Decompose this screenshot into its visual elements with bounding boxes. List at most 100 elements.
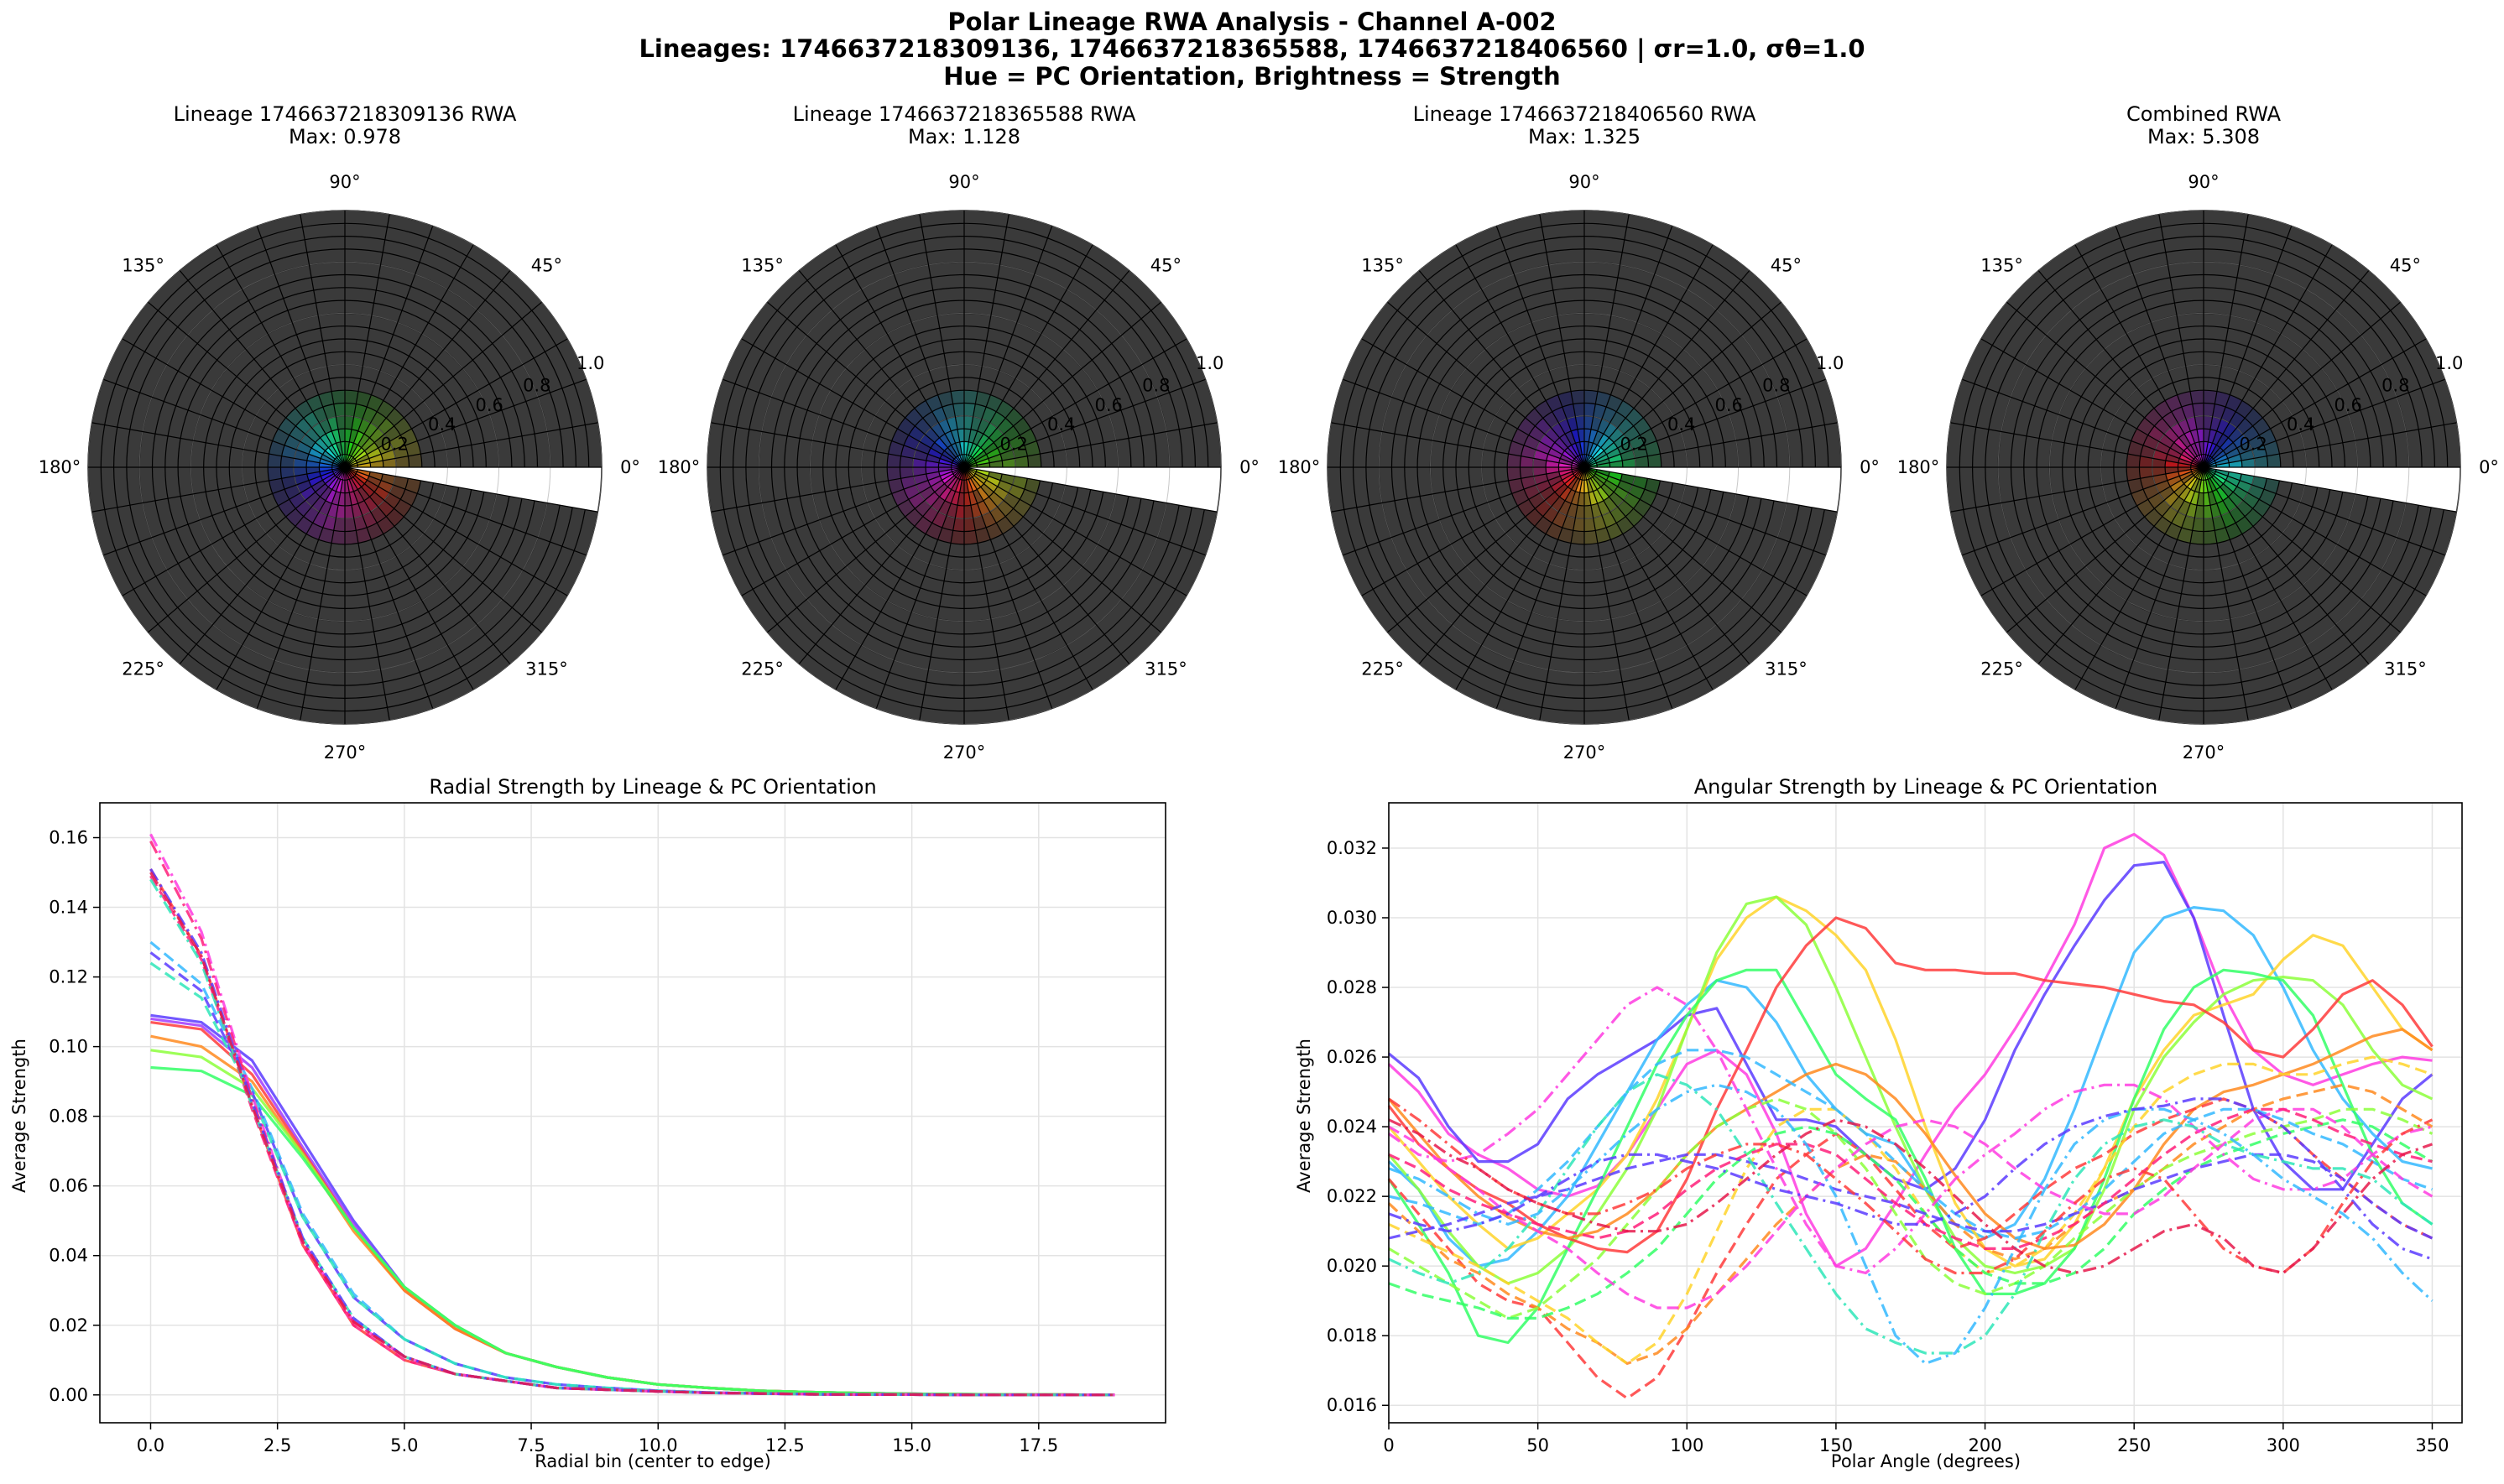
polar-cell [1609, 411, 1626, 429]
polar-spoke [103, 378, 346, 468]
polar-cell [1579, 441, 1584, 455]
polar-cell [972, 475, 984, 487]
polar-radial-label: 0.6 [1095, 395, 1123, 415]
polar-cell [353, 489, 364, 504]
polar-cell [284, 484, 300, 500]
polar-cell [975, 527, 991, 544]
polar-cell [908, 425, 926, 442]
polar-ring [925, 428, 1004, 507]
suptitle-line-3: Hue = PC Orientation, Brightness = Stren… [943, 62, 1560, 91]
polar-cell [2178, 434, 2191, 448]
y-tick-label: 0.06 [49, 1176, 88, 1196]
polar-cell [322, 450, 336, 461]
polar-cell [331, 478, 341, 492]
polar-ring [1455, 338, 1714, 596]
series-line-5 [1387, 895, 2434, 1285]
polar-cell [1584, 530, 1598, 544]
polar-cell [2139, 467, 2153, 479]
polar-cell [2214, 454, 2228, 463]
polar-angle-label: 90° [1568, 172, 1599, 192]
polar-cell [2164, 428, 2179, 443]
polar-ring [126, 248, 564, 686]
polar-cell [939, 434, 952, 448]
polar-ring [719, 222, 1209, 712]
polar-spoke [1583, 214, 1630, 468]
polar-cell [2194, 441, 2202, 456]
polar-cell [2183, 447, 2196, 460]
polar-cell [367, 448, 382, 459]
polar-spoke [216, 244, 346, 468]
polar-radial-label: 1.0 [576, 353, 604, 373]
polar-spoke [1418, 270, 1585, 468]
polar-cell [395, 456, 410, 467]
polar-cell [362, 512, 378, 528]
polar-cell [2211, 447, 2224, 460]
polar-spoke [148, 466, 346, 633]
polar-cell [931, 422, 946, 438]
polar-ring [886, 389, 1042, 545]
plot-frame [1388, 802, 2463, 1424]
polar-ring [784, 287, 1145, 648]
polar-cell [318, 391, 334, 408]
polar-cell [1592, 475, 1604, 487]
polar-cell [986, 448, 1001, 459]
polar-ring [835, 338, 1093, 596]
polar-angle-label: 225° [741, 659, 784, 679]
polar-cell [345, 403, 357, 417]
polar-cell [308, 448, 323, 459]
polar-spoke [2203, 270, 2370, 468]
polar-ring [1557, 440, 1611, 494]
polar-spoke [1583, 466, 1838, 513]
polar-cell [1554, 483, 1568, 497]
polar-cell [326, 430, 336, 445]
polar-cell [2170, 497, 2185, 513]
polar-cell [1551, 442, 1565, 455]
polar-cell [1614, 486, 1630, 501]
polar-spoke [963, 338, 1187, 468]
polar-cell [1508, 440, 1525, 456]
polar-cell [973, 450, 987, 461]
polar-spoke [1583, 422, 1838, 468]
polar-ring [937, 440, 991, 494]
polar-cell [2143, 484, 2159, 500]
polar-spoke [963, 270, 1130, 468]
polar-spoke [963, 378, 1206, 468]
polar-cell [370, 411, 387, 429]
polar-cell [2170, 480, 2184, 492]
polar-cell [1608, 471, 1623, 481]
polar-cell [942, 473, 955, 484]
polar-cell [352, 475, 365, 487]
polar-spoke [1361, 338, 1585, 468]
polar-cell [2152, 458, 2166, 467]
polar-ring [1506, 389, 1662, 545]
polar-cell [1551, 422, 1566, 438]
polar-cell [900, 456, 914, 467]
polar-cell [2167, 448, 2182, 459]
polar-cell [280, 456, 295, 467]
polar-cell [294, 450, 309, 461]
polar-cell [1595, 527, 1611, 544]
polar-spoke [344, 378, 587, 468]
polar-cell [345, 480, 350, 493]
polar-cell [1584, 505, 1594, 519]
polar-cell [361, 437, 375, 451]
polar-cell [319, 467, 332, 472]
polar-spoke [2203, 466, 2370, 664]
polar-cell [980, 483, 994, 497]
polar-cell [1601, 407, 1617, 423]
polar-ring [2074, 338, 2333, 596]
polar-cell [1575, 505, 1584, 519]
polar-cell [1590, 476, 1601, 490]
polar-cell [318, 527, 334, 544]
polar-spoke [300, 214, 346, 468]
polar-cell [1584, 403, 1596, 417]
polar-cell [2233, 434, 2249, 449]
polar-spoke [798, 270, 965, 468]
polar-cell [1560, 471, 1573, 481]
polar-spoke [1583, 244, 1714, 468]
polar-cell [315, 437, 329, 451]
polar-cell [964, 518, 976, 532]
polar-cell [912, 458, 926, 467]
polar-cell [2204, 530, 2217, 544]
polar-cell [1546, 471, 1561, 481]
